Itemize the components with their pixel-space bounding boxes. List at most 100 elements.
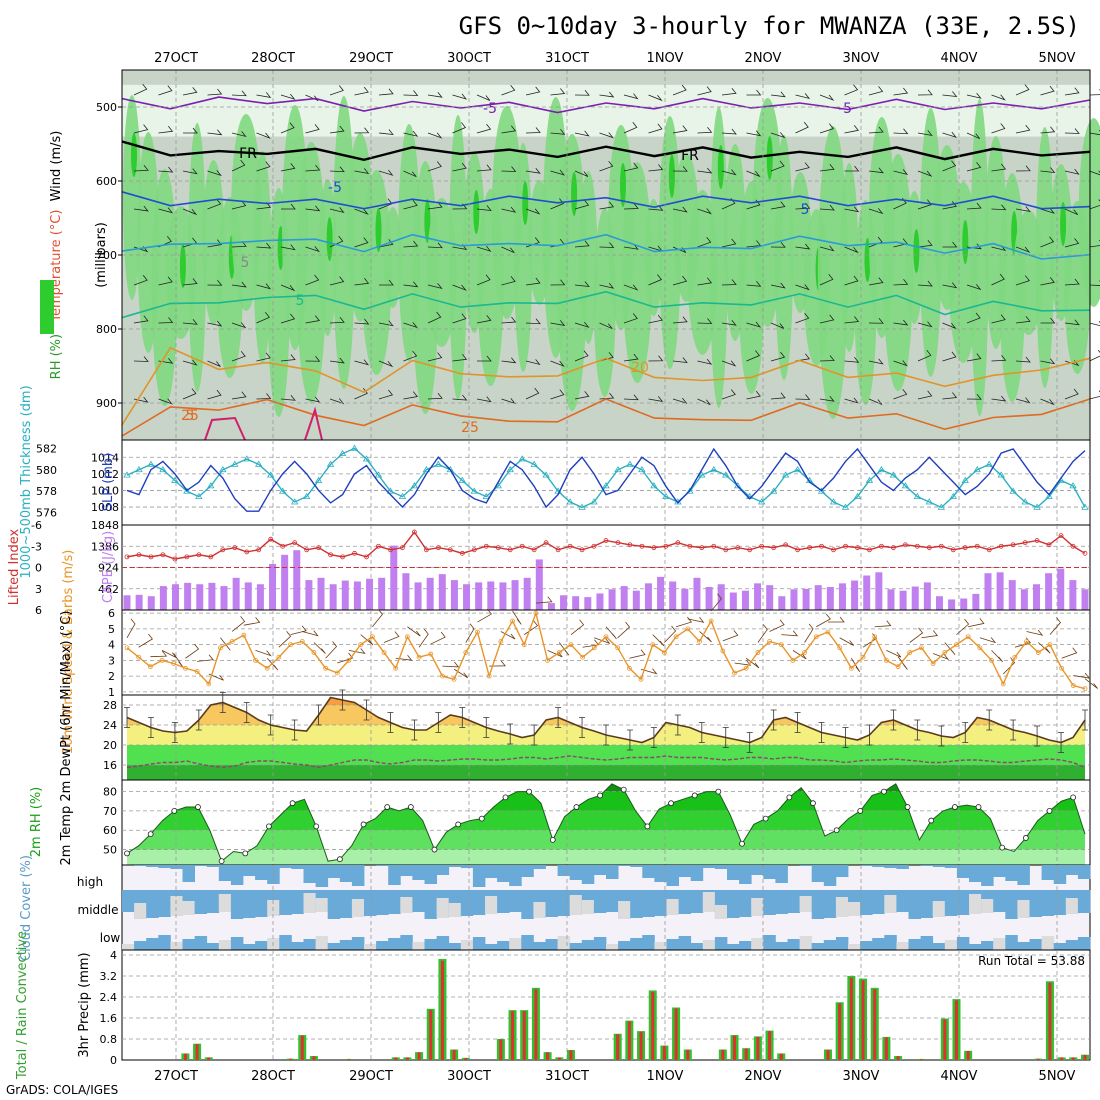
precip-convective-bar (546, 1052, 550, 1060)
wind-barb (427, 132, 443, 139)
rh-moist-region (709, 107, 728, 408)
cloud-middle-cell (763, 890, 776, 915)
cloud-middle-cell (412, 890, 425, 912)
wind-barb (819, 123, 834, 134)
contour-label: 5 (186, 408, 195, 424)
series-marker (913, 492, 922, 500)
temp-whisker (626, 729, 633, 751)
wind-barb (868, 126, 884, 134)
series-marker (1045, 492, 1053, 500)
cape-bar (208, 582, 216, 610)
cape-bar (402, 573, 410, 610)
top-date-labels: 27OCT 28OCT 29OCT 30OCT 31OCT 1NOV 2NOV 3NOV 4NO… (154, 51, 1075, 66)
cloud-gap-cell (400, 897, 413, 913)
wind-barb (1073, 672, 1091, 679)
cloud-middle-cell (654, 890, 667, 916)
upper-grid (122, 70, 1090, 440)
series-marker (220, 547, 226, 553)
cloud-high-cell (376, 865, 389, 866)
series-marker (482, 492, 490, 500)
wind-barb (599, 392, 615, 400)
wind-barb (617, 621, 631, 639)
wind-barb (942, 201, 957, 210)
wind-barb (819, 245, 835, 252)
wind-barb (795, 312, 810, 324)
cape-bar (523, 577, 531, 610)
bottom-date-label: 3NOV (843, 1069, 880, 1084)
series-marker (1021, 498, 1029, 505)
wind-barb (599, 201, 615, 210)
cloud-high-cell (557, 865, 571, 876)
series-marker (743, 665, 749, 671)
cloud-middle-cell (122, 890, 135, 912)
cape-bar (766, 585, 774, 610)
series-marker (687, 543, 693, 549)
bottom-date-label: 27OCT (154, 1069, 198, 1084)
cloud-high-cell (872, 865, 885, 867)
cloud-high-cell (969, 865, 982, 882)
temp-whisker (315, 704, 322, 726)
cape-bar (147, 596, 155, 610)
cloud-low-cell (436, 936, 450, 950)
series-line (126, 530, 1086, 560)
cloud-low-cell (727, 944, 740, 950)
wind-barb (525, 387, 540, 400)
wind-barb (133, 165, 149, 172)
series-marker (872, 634, 878, 640)
wind-barb (640, 668, 658, 675)
cloud-low-cell (618, 941, 631, 950)
cape-bar (1069, 580, 1077, 610)
cloud-middle-cell (630, 890, 643, 918)
cloud-gap-cell (969, 894, 982, 914)
series-marker (556, 650, 562, 655)
isotherm-25 (121, 398, 1091, 437)
wind-barb (525, 277, 541, 286)
top-date-label: 1NOV (647, 51, 684, 66)
rh-saturated-region (424, 199, 431, 243)
cape-bar (1020, 589, 1028, 610)
cloud-low-cell (569, 943, 583, 950)
thickness-label: 1000~500mb Thickness (dm) (19, 385, 34, 578)
wind-barb (648, 164, 664, 172)
cloud-high-cell (255, 865, 268, 880)
wind-barb (133, 396, 149, 403)
cloud-middle-cell (908, 890, 921, 919)
series-marker (685, 626, 691, 632)
temp-whisker (435, 712, 442, 733)
wind-barb (403, 130, 419, 137)
wind-barb (697, 398, 711, 406)
wind-barb (305, 396, 321, 403)
series-marker (428, 651, 434, 657)
wind-barb (991, 123, 1006, 134)
wind-barb (1089, 89, 1100, 96)
series-marker (837, 645, 843, 651)
wind-barb (1061, 647, 1078, 659)
cloud-gap-cell (799, 896, 813, 912)
series-marker (311, 650, 317, 655)
wind-barb (477, 355, 492, 362)
cape-bar (184, 582, 192, 610)
wind-barb (1064, 388, 1079, 400)
wind-barb (574, 89, 590, 96)
series-marker (1000, 681, 1006, 687)
cloud-low-cell (364, 944, 377, 950)
temp-whisker (1058, 732, 1065, 753)
cloud-middle-cell (339, 890, 353, 918)
series-marker (902, 542, 908, 548)
wind-barb (893, 319, 909, 326)
series-marker (673, 634, 679, 640)
wind-barb (133, 83, 148, 96)
wind-barb (795, 121, 809, 134)
cloud-middle-cell (593, 890, 607, 913)
rh-moist-region (644, 199, 663, 316)
series-marker (639, 543, 645, 549)
series-marker (650, 642, 656, 648)
wind-barb (1064, 128, 1080, 134)
precip-tick: 1.6 (100, 1012, 118, 1025)
cape-bar (814, 585, 822, 610)
cape-bar (293, 550, 301, 610)
series-marker (147, 460, 155, 467)
cloud-high-cell (956, 865, 970, 878)
cape-bar (487, 581, 495, 610)
cape-bars (123, 545, 1089, 610)
